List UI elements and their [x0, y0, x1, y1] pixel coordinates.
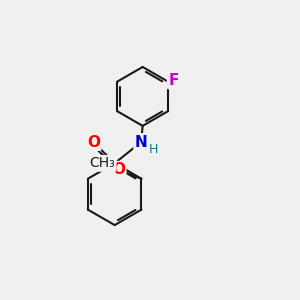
Text: O: O [87, 134, 100, 149]
Text: O: O [112, 162, 125, 177]
Text: H: H [148, 143, 158, 156]
Text: F: F [168, 73, 178, 88]
Text: N: N [135, 134, 148, 149]
Text: CH₃: CH₃ [89, 156, 115, 170]
